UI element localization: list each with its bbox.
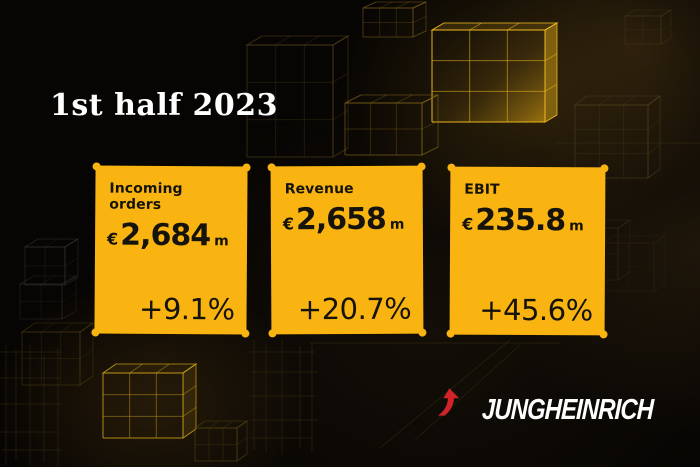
wireframe-cube <box>101 363 198 439</box>
wireframe-cube <box>344 94 439 156</box>
corner-dot <box>267 163 276 172</box>
corner-dot <box>91 328 100 337</box>
wireframe-cube <box>20 322 95 386</box>
kpi-number: 235.8 <box>475 202 566 239</box>
corner-dot <box>600 164 609 173</box>
wireframe-cube <box>430 22 559 123</box>
wireframe-cube <box>362 1 427 38</box>
wireframe-cube <box>623 9 673 45</box>
kpi-delta: +20.7% <box>297 291 412 327</box>
kpi-delta: +45.6% <box>479 292 593 328</box>
wireframe-cube <box>600 235 667 292</box>
corner-dot <box>599 330 608 339</box>
corner-dot <box>242 163 251 172</box>
logo-wordmark: JUNGHEINRICH <box>481 394 655 426</box>
corner-dot <box>241 329 250 338</box>
currency-symbol: € <box>462 214 474 234</box>
kpi-number: 2,658 <box>295 201 386 238</box>
kpi-number: 2,684 <box>120 217 211 254</box>
corner-dot <box>92 162 101 171</box>
wireframe-cube <box>18 275 78 320</box>
kpi-unit: m <box>569 218 584 235</box>
kpi-unit: m <box>389 216 405 233</box>
kpi-label: EBIT <box>464 181 500 198</box>
currency-symbol: € <box>282 214 295 234</box>
kpi-value: € 235.8 m <box>462 203 605 239</box>
kpi-label: Incoming orders <box>109 180 183 213</box>
kpi-value: € 2,684 m <box>107 218 247 254</box>
kpi-card-ebit: EBIT € 235.8 m +45.6% <box>446 163 609 339</box>
kpi-delta: +9.1% <box>138 291 235 327</box>
wireframe-cube <box>193 420 249 462</box>
corner-dot <box>268 329 277 338</box>
page-title: 1st half 2023 <box>50 88 279 123</box>
corner-dot <box>418 328 427 337</box>
currency-symbol: € <box>107 229 119 249</box>
corner-dot <box>417 162 426 171</box>
kpi-unit: m <box>214 233 229 250</box>
kpi-card-incoming-orders: Incoming orders € 2,684 m +9.1% <box>91 162 251 338</box>
kpi-card-revenue: Revenue € 2,658 m +20.7% <box>267 162 427 338</box>
wireframe-cube <box>573 95 662 179</box>
brand-logo: JUNGHEINRICH <box>438 386 655 426</box>
logo-arrow-icon <box>438 388 460 416</box>
corner-dot <box>447 163 456 172</box>
wireframe-cube <box>23 238 80 286</box>
kpi-value: € 2,658 m <box>283 202 423 238</box>
kpi-label: Revenue <box>284 180 354 198</box>
corner-dot <box>446 329 455 338</box>
